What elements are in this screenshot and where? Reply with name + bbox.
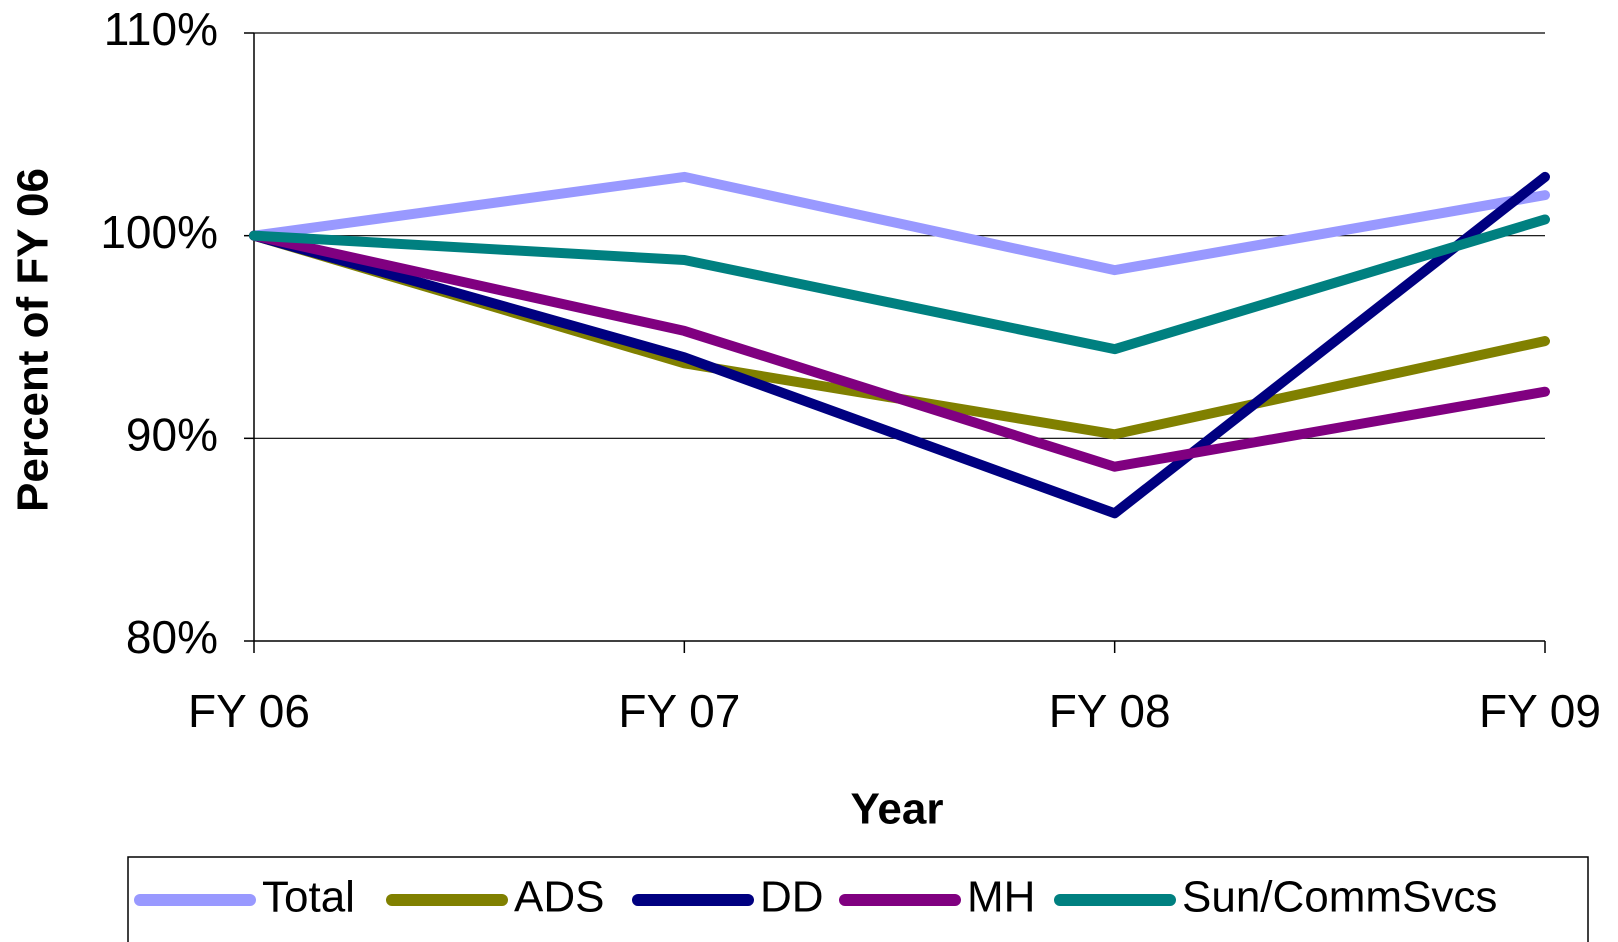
series-line [249,230,1550,440]
y-tick-label: 80% [126,611,218,663]
x-tick-label: FY 09 [1479,685,1601,737]
x-axis-title: Year [851,785,944,834]
series-line [249,230,1550,472]
series-line [249,214,1550,355]
y-axis-title: Percent of FY 06 [9,168,58,512]
legend-label: Sun/CommSvcs [1182,873,1497,922]
legend-label: Total [262,873,355,922]
x-tick-label: FY 07 [618,685,740,737]
x-tick-label: FY 06 [188,685,310,737]
y-tick-label: 110% [104,3,218,55]
series-line [249,171,1550,519]
legend-box [127,856,1589,942]
y-tick-label: 90% [126,408,218,460]
legend-label: ADS [514,873,604,922]
x-tick-label: FY 08 [1049,685,1171,737]
legend-label: DD [760,873,824,922]
series-line [249,171,1550,276]
y-tick-label: 100% [100,206,218,258]
legend-label: MH [967,873,1035,922]
